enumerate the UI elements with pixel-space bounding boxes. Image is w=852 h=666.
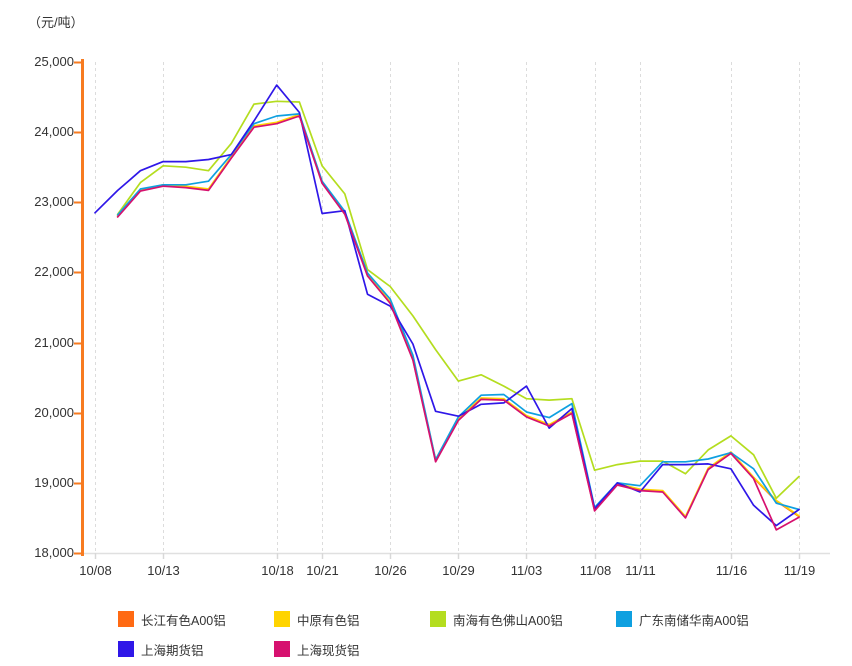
legend-item-label: 南海有色佛山A00铝 <box>453 613 563 628</box>
legend-item-4[interactable]: 上海期货铝 <box>118 640 268 659</box>
y-axis-tick-label: 20,000 <box>34 404 74 420</box>
y-axis-unit-label: （元/吨） <box>28 15 84 30</box>
x-axis-tick-label: 10/08 <box>79 563 112 578</box>
x-axis-tick-label: 11/08 <box>579 563 612 578</box>
series-line <box>116 115 800 531</box>
x-axis-tick-label: 11/16 <box>715 563 748 578</box>
y-axis-tick-label: 23,000 <box>34 193 74 209</box>
legend-row: 上海期货铝 上海现货铝 <box>118 634 818 664</box>
x-axis-tick-label: 10/13 <box>147 563 180 578</box>
legend-item-5[interactable]: 上海现货铝 <box>274 640 424 659</box>
legend-item-2[interactable]: 南海有色佛山A00铝 <box>430 610 610 629</box>
legend-color-swatch <box>274 611 290 627</box>
y-axis-tick-label: 19,000 <box>34 474 74 490</box>
y-axis-tick-label: 18,000 <box>34 544 74 560</box>
x-axis-tick-label: 10/21 <box>306 563 339 578</box>
legend-item-label: 长江有色A00铝 <box>141 613 226 628</box>
legend-color-swatch <box>616 611 632 627</box>
legend-item-label: 中原有色铝 <box>297 613 360 628</box>
x-axis-tick-label: 11/03 <box>510 563 543 578</box>
y-axis-tick-label: 21,000 <box>34 334 74 350</box>
x-axis-tick-label: 11/19 <box>783 563 816 578</box>
legend-item-3[interactable]: 广东南储华南A00铝 <box>616 610 806 629</box>
series-line <box>94 84 800 527</box>
legend-item-label: 广东南储华南A00铝 <box>639 613 749 628</box>
chart-legend: 长江有色A00铝 中原有色铝 南海有色佛山A00铝 广东南储华南A00铝 上海期货铝 上海… <box>118 604 818 664</box>
y-axis-tick-label: 22,000 <box>34 263 74 279</box>
y-axis-tick-label: 24,000 <box>34 123 74 139</box>
x-axis-tick-label: 10/18 <box>261 563 294 578</box>
legend-row: 长江有色A00铝 中原有色铝 南海有色佛山A00铝 广东南储华南A00铝 <box>118 604 818 634</box>
legend-item-label: 上海期货铝 <box>141 643 204 658</box>
legend-color-swatch <box>118 641 134 657</box>
x-axis-tick-label: 10/29 <box>442 563 475 578</box>
x-axis-tick-label: 10/26 <box>374 563 407 578</box>
legend-color-swatch <box>118 611 134 627</box>
legend-item-0[interactable]: 长江有色A00铝 <box>118 610 268 629</box>
legend-color-swatch <box>430 611 446 627</box>
y-axis-tick-label: 25,000 <box>34 53 74 69</box>
x-axis-tick-label: 11/11 <box>625 563 656 578</box>
legend-color-swatch <box>274 641 290 657</box>
legend-item-label: 上海现货铝 <box>297 643 360 658</box>
legend-item-1[interactable]: 中原有色铝 <box>274 610 424 629</box>
series-line <box>116 100 800 500</box>
